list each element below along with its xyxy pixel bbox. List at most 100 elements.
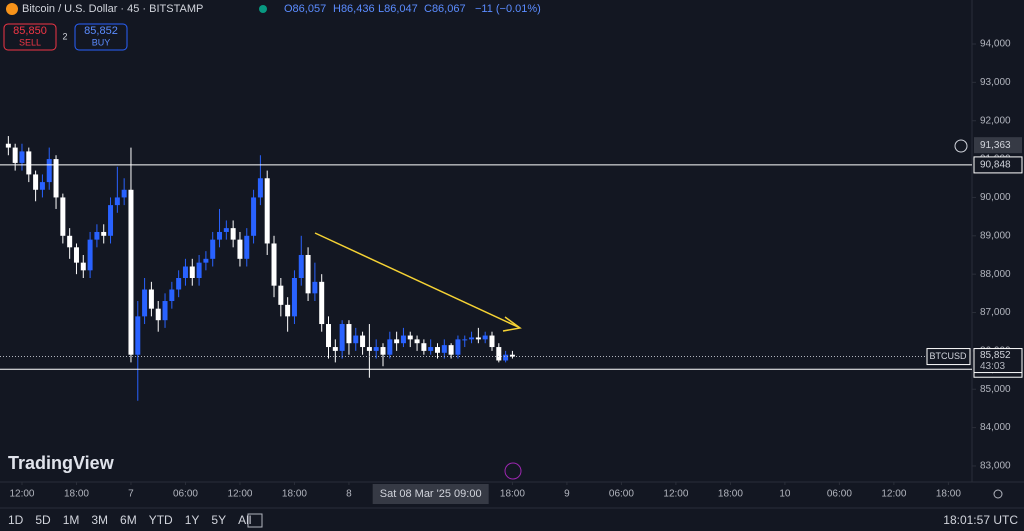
trend-arrow xyxy=(314,232,519,328)
x-tick-label: 18:00 xyxy=(282,489,307,500)
price-label: 90,848 xyxy=(980,160,1011,171)
y-tick-label: 84,000 xyxy=(980,422,1011,433)
x-tick-label: 18:00 xyxy=(500,489,525,500)
calendar-icon[interactable] xyxy=(247,513,263,528)
price-label-box xyxy=(973,156,1023,174)
candle-body xyxy=(394,339,400,344)
y-tick-label: 92,000 xyxy=(980,115,1011,126)
x-tick-label: 8 xyxy=(346,489,352,500)
crosshair-price-box xyxy=(974,137,1022,154)
candle-body xyxy=(26,151,32,175)
candle-body xyxy=(346,324,352,344)
candle-body xyxy=(223,228,229,232)
candle-body xyxy=(108,205,114,236)
sell-price: 85,850 xyxy=(13,25,47,37)
candle-body xyxy=(414,339,420,344)
candle-body xyxy=(441,345,447,353)
settings-icon[interactable] xyxy=(993,489,1003,499)
logo: TradingView xyxy=(8,453,115,473)
ohlc-low: L86,047 xyxy=(378,3,418,15)
range-button[interactable]: YTD xyxy=(149,513,173,527)
y-tick-label: 85,000 xyxy=(980,384,1011,395)
candle-body xyxy=(39,182,45,190)
candle-body xyxy=(482,335,488,340)
x-tick-label: 12:00 xyxy=(9,489,34,500)
candle-body xyxy=(421,343,427,351)
candle-body xyxy=(312,281,318,294)
symbol-box xyxy=(926,348,971,366)
candle-body xyxy=(176,277,182,290)
spread: 2 xyxy=(62,31,67,41)
candle-body xyxy=(244,235,250,259)
candle-body xyxy=(196,262,202,278)
candle-body xyxy=(182,266,188,278)
candle-body xyxy=(5,143,11,148)
x-tick-label: 06:00 xyxy=(173,489,198,500)
range-button[interactable]: 3M xyxy=(91,513,108,527)
ohlc-open: O86,057 xyxy=(284,3,326,15)
lightning-icon[interactable] xyxy=(504,462,522,480)
candle-body xyxy=(353,335,359,344)
range-button[interactable]: 1D xyxy=(8,513,24,527)
x-tick-label: 7 xyxy=(128,489,134,500)
candle-body xyxy=(53,159,59,198)
range-button[interactable]: 6M xyxy=(120,513,137,527)
candle-body xyxy=(142,289,148,317)
chart-title: Bitcoin / U.S. Dollar · 45 · BITSTAMP xyxy=(22,3,203,15)
candle-body xyxy=(148,289,154,309)
buy-price: 85,852 xyxy=(84,25,118,37)
candle-body xyxy=(360,335,366,348)
y-tick-label: 83,000 xyxy=(980,461,1011,472)
candle-body xyxy=(60,197,66,236)
countdown: 43:03 xyxy=(980,361,1005,372)
range-button[interactable]: 5D xyxy=(35,513,51,527)
candle-body xyxy=(237,239,243,259)
sell-button[interactable] xyxy=(3,23,57,51)
candle-body xyxy=(73,247,79,263)
range-button[interactable]: All xyxy=(238,513,251,527)
candle-body xyxy=(251,197,257,236)
candle-body xyxy=(462,339,468,341)
candle-body xyxy=(80,262,86,271)
candle-body xyxy=(503,354,509,361)
x-tick-label: 18:00 xyxy=(718,489,743,500)
candle-body xyxy=(373,347,379,351)
candle-body xyxy=(339,324,345,351)
y-tick-label: 87,000 xyxy=(980,307,1011,318)
candle-body xyxy=(121,189,127,198)
candle-body xyxy=(128,189,134,355)
btc-icon xyxy=(6,3,18,15)
candle-body xyxy=(87,239,93,271)
ohlc-change: −11 (−0.01%) xyxy=(475,3,541,15)
candle-body xyxy=(210,239,216,259)
candle-body xyxy=(33,174,39,190)
status-dot xyxy=(259,5,267,13)
range-button[interactable]: 1M xyxy=(63,513,80,527)
add-icon[interactable] xyxy=(954,139,968,153)
x-tick-label: 12:00 xyxy=(881,489,906,500)
candle-body xyxy=(155,308,161,321)
candle-body xyxy=(94,231,100,240)
range-button[interactable]: 1Y xyxy=(185,513,200,527)
candle-body xyxy=(46,159,52,183)
y-tick-label: 94,000 xyxy=(980,39,1011,50)
y-tick-label: 93,000 xyxy=(980,77,1011,88)
range-button[interactable]: 5Y xyxy=(211,513,226,527)
candle-body xyxy=(407,335,413,340)
crosshair-price: 91,363 xyxy=(980,140,1011,151)
candle-body xyxy=(509,354,515,357)
buy-button[interactable] xyxy=(74,23,128,51)
crosshair-time: Sat 08 Mar '25 09:00 xyxy=(380,488,482,500)
candle-body xyxy=(12,147,18,163)
candle-body xyxy=(366,347,372,351)
sell-label: SELL xyxy=(19,37,41,47)
arrow-head xyxy=(502,316,522,332)
candle-body xyxy=(135,316,141,355)
candle-body xyxy=(496,347,502,361)
candle-body xyxy=(448,345,454,355)
candle-body xyxy=(387,339,393,355)
candle-body xyxy=(428,347,434,351)
buy-label: BUY xyxy=(92,37,111,47)
